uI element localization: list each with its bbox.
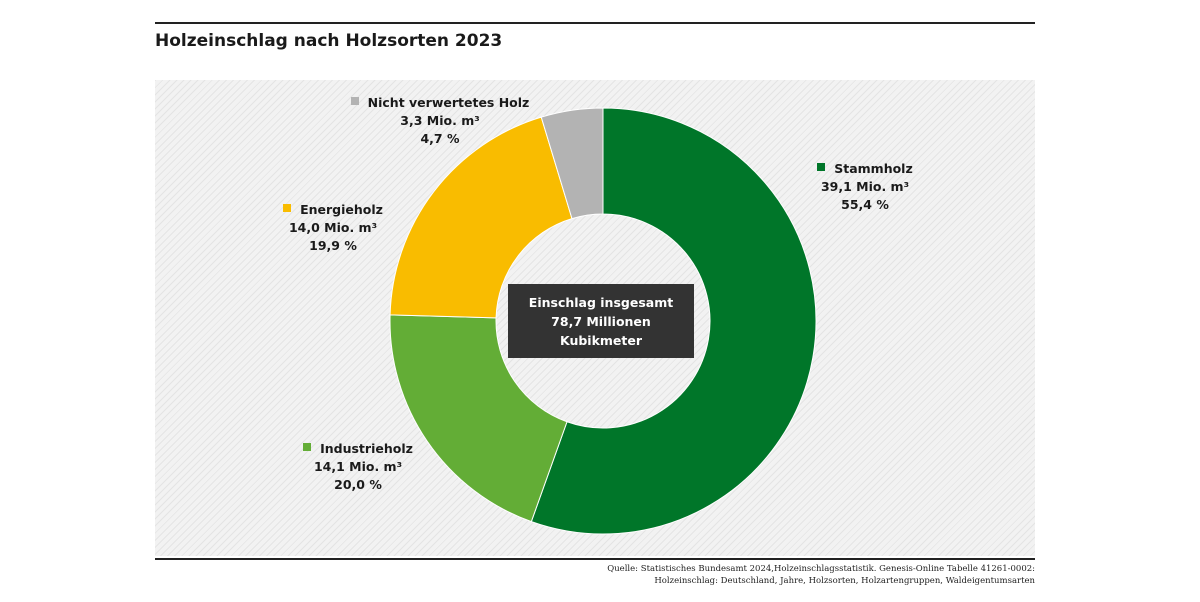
label-stammholz-value: 39,1 Mio. m³ xyxy=(820,179,910,194)
source-note: Quelle: Statistisches Bundesamt 2024,Hol… xyxy=(607,563,1035,587)
label-nicht-verwertetes-holz-percent: 4,7 % xyxy=(420,131,460,146)
total-label-line1: Einschlag insgesamt xyxy=(528,294,674,310)
label-energieholz-name: Energieholz xyxy=(300,202,383,217)
legend-swatch-energieholz xyxy=(283,204,292,212)
label-stammholz-name: Stammholz xyxy=(834,161,913,176)
top-rule xyxy=(155,22,1035,24)
source-line1: Quelle: Statistisches Bundesamt 2024,Hol… xyxy=(607,564,1035,574)
slice-energieholz xyxy=(389,116,573,319)
total-label-line2: 78,7 Millionen Kubikmeter xyxy=(551,313,651,348)
label-stammholz: Stammholz 39,1 Mio. m³ 55,4 % xyxy=(810,160,920,214)
chart-title: Holzeinschlag nach Holzsorten 2023 xyxy=(155,31,503,51)
label-nicht-verwertetes-holz-name: Nicht verwertetes Holz xyxy=(367,95,530,110)
legend-swatch-industrieholz xyxy=(303,443,312,451)
label-industrieholz-name: Industrieholz xyxy=(320,441,413,456)
slice-nicht-verwertetes-holz xyxy=(540,107,604,220)
total-label-box: Einschlag insgesamt 78,7 Millionen Kubik… xyxy=(508,284,694,358)
legend-swatch-nicht-verwertetes-holz xyxy=(350,97,359,105)
legend-swatch-stammholz xyxy=(817,163,826,171)
label-stammholz-percent: 55,4 % xyxy=(841,197,889,212)
label-energieholz-value: 14,0 Mio. m³ xyxy=(288,220,378,235)
slice-stammholz xyxy=(530,107,817,535)
label-industrieholz: Industrieholz 14,1 Mio. m³ 20,0 % xyxy=(303,440,413,494)
label-energieholz: Energieholz 14,0 Mio. m³ 19,9 % xyxy=(278,201,388,255)
label-nicht-verwertetes-holz: Nicht verwertetes Holz 3,3 Mio. m³ 4,7 % xyxy=(345,94,535,148)
label-industrieholz-value: 14,1 Mio. m³ xyxy=(313,459,403,474)
label-energieholz-percent: 19,9 % xyxy=(309,238,357,253)
slice-industrieholz xyxy=(389,314,568,523)
label-nicht-verwertetes-holz-value: 3,3 Mio. m³ xyxy=(400,113,480,128)
label-industrieholz-percent: 20,0 % xyxy=(334,477,382,492)
bottom-rule xyxy=(155,558,1035,560)
source-line2: Holzeinschlag: Deutschland, Jahre, Holzs… xyxy=(654,576,1035,586)
